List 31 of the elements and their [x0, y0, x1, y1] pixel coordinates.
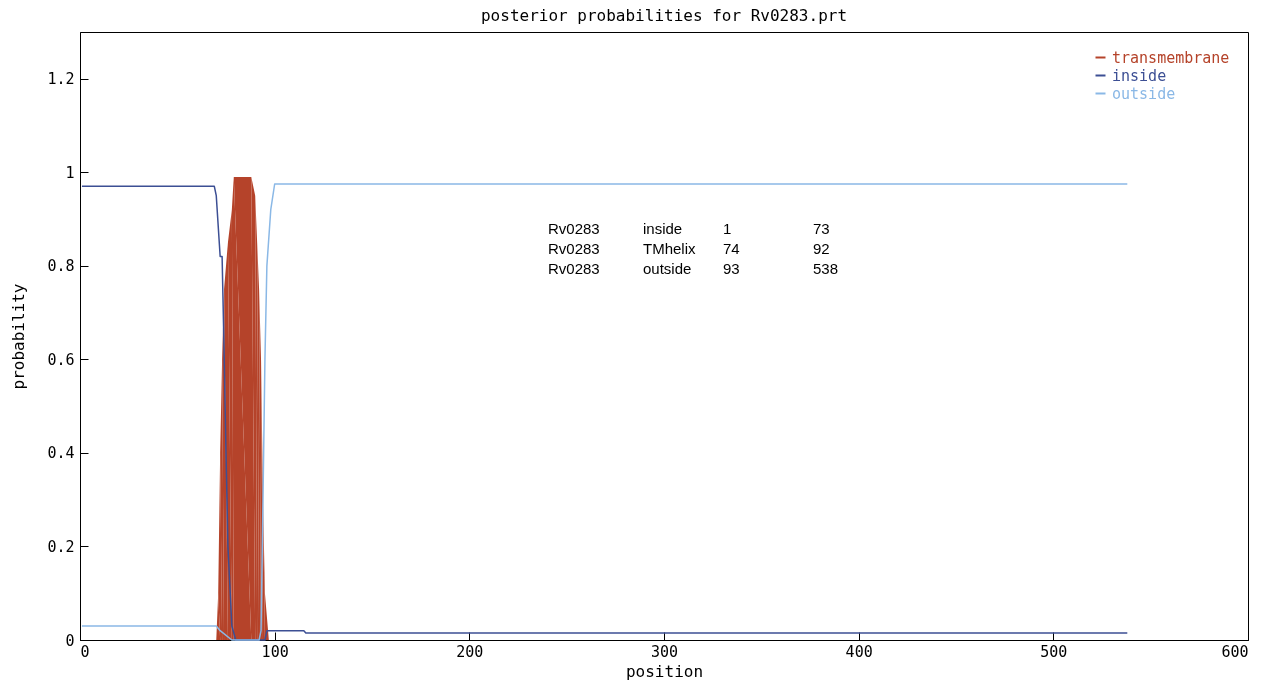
annotation: Rv0283	[548, 240, 600, 257]
annotation: 73	[813, 220, 830, 237]
annotation: 1	[723, 220, 732, 237]
annotation: outside	[643, 260, 692, 277]
x-tick-label: 500	[1040, 642, 1068, 661]
x-tick-label: 0	[80, 642, 90, 661]
annotation: 538	[813, 260, 839, 277]
annotation: 74	[723, 240, 740, 257]
y-tick-label: 0.4	[47, 444, 75, 463]
x-tick-label: 200	[456, 642, 484, 661]
annotation: TMhelix	[643, 240, 696, 257]
annotation: 93	[723, 260, 740, 277]
x-tick-label: 100	[261, 642, 289, 661]
y-tick-label: 0.8	[47, 257, 75, 276]
annotation: Rv0283	[548, 220, 600, 237]
x-tick-label: 400	[845, 642, 873, 661]
legend-label: outside	[1112, 84, 1176, 103]
y-axis-title: probability	[9, 283, 29, 390]
x-axis-title: position	[625, 661, 704, 681]
y-tick-label: 0.6	[47, 350, 75, 369]
y-tick-label: 1	[65, 163, 75, 182]
chart-title: posterior probabilities for Rv0283.prt	[480, 6, 848, 25]
y-tick-label: 1.2	[47, 70, 75, 89]
annotation: inside	[643, 220, 683, 237]
annotation: 92	[813, 240, 830, 257]
annotation: Rv0283	[548, 260, 600, 277]
x-tick-label: 300	[650, 642, 679, 661]
y-tick-label: 0.2	[47, 537, 75, 556]
legend-label: inside	[1112, 66, 1167, 85]
x-tick-label: 600	[1221, 642, 1249, 661]
legend-label: transmembrane	[1112, 48, 1230, 67]
